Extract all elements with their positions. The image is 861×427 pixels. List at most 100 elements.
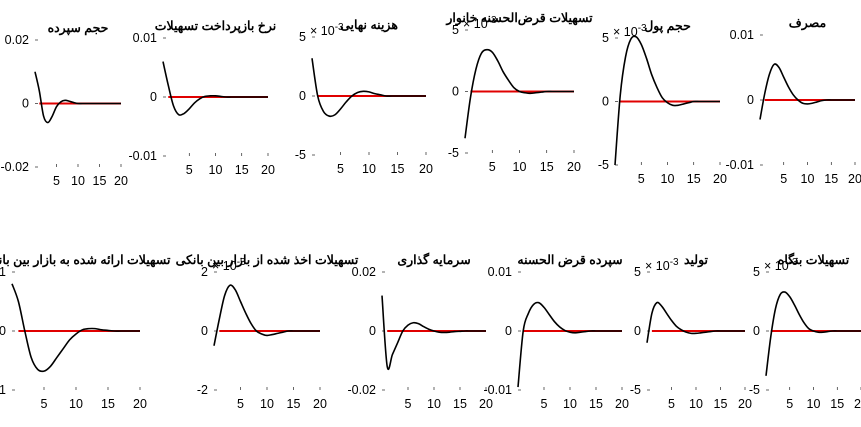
x-tick-label: 10 bbox=[661, 172, 675, 186]
multiplier-prefix: × bbox=[212, 259, 223, 273]
x-tick-label: 20 bbox=[479, 397, 493, 411]
x-tick-label: 10 bbox=[513, 160, 527, 174]
axis-multiplier: × 10-3 bbox=[212, 257, 246, 273]
y-tick-label: 0 bbox=[634, 324, 641, 338]
response-line bbox=[646, 301, 745, 343]
y-tick-label: 5 bbox=[452, 23, 459, 37]
y-tick-label: 0 bbox=[22, 97, 29, 111]
y-tick-label: 0 bbox=[201, 324, 208, 338]
x-tick-label: 5 bbox=[337, 162, 344, 176]
y-tick-label: -5 bbox=[749, 383, 760, 397]
subplot-10: سپرده قرض الحسنه -0.01 0 0.01 5 10 15 20 bbox=[484, 253, 629, 411]
x-tick-label: 10 bbox=[209, 163, 223, 177]
multiplier-base: 10 bbox=[223, 259, 237, 273]
subplot-title: تسهیلات بنگاه bbox=[778, 251, 850, 268]
x-tick-label: 15 bbox=[687, 172, 701, 186]
x-tick-label: 5 bbox=[638, 172, 645, 186]
axis-multiplier: × 10-3 bbox=[764, 257, 798, 273]
x-tick-label: 10 bbox=[563, 397, 577, 411]
response-line bbox=[464, 48, 574, 139]
subplot-title: سرمایه گذاری bbox=[397, 251, 471, 268]
axis-multiplier: × 10-3 bbox=[645, 257, 679, 273]
x-tick-label: 10 bbox=[69, 397, 83, 411]
x-tick-label: 10 bbox=[71, 174, 85, 188]
axis-multiplier: × 10-3 bbox=[310, 22, 344, 38]
y-tick-label: 5 bbox=[602, 31, 609, 45]
multiplier-base: 10 bbox=[656, 259, 670, 273]
y-tick-label: -0.02 bbox=[1, 160, 30, 174]
x-tick-label: 15 bbox=[453, 397, 467, 411]
response-line bbox=[11, 283, 140, 373]
x-tick-label: 5 bbox=[668, 397, 675, 411]
multiplier-exponent: -3 bbox=[670, 257, 679, 268]
response-line bbox=[311, 58, 426, 118]
y-tick-label: -5 bbox=[630, 383, 641, 397]
subplot-title: تولید bbox=[684, 253, 709, 268]
multiplier-exponent: -3 bbox=[237, 257, 246, 268]
x-tick-label: 15 bbox=[391, 162, 405, 176]
x-tick-label: 20 bbox=[567, 160, 581, 174]
response-line bbox=[34, 71, 121, 124]
subplot-8: تسهیلات اخذ شده از بازار بین بانکی× 10-3… bbox=[176, 253, 359, 411]
x-tick-label: 5 bbox=[541, 397, 548, 411]
y-tick-label: 0 bbox=[150, 90, 157, 104]
multiplier-base: 10 bbox=[321, 24, 335, 38]
x-tick-label: 5 bbox=[186, 163, 193, 177]
x-tick-label: 5 bbox=[405, 397, 412, 411]
y-tick-label: 0 bbox=[299, 89, 306, 103]
x-tick-label: 10 bbox=[801, 172, 815, 186]
x-tick-label: 10 bbox=[807, 397, 821, 411]
subplot-title: سپرده قرض الحسنه bbox=[517, 253, 623, 268]
subplot-title: تسهیلات قرض‌الحسنه خانوار bbox=[445, 11, 593, 26]
multiplier-prefix: × bbox=[310, 24, 321, 38]
response-line bbox=[162, 61, 268, 116]
subplot-title: نرخ بازپرداخت تسهیلات bbox=[155, 19, 277, 34]
response-line bbox=[381, 295, 486, 371]
x-tick-label: 20 bbox=[114, 174, 128, 188]
subplot-title: تسهیلات ارائه شده به بازار بین بانکی bbox=[0, 253, 171, 268]
multiplier-exponent: -3 bbox=[638, 23, 647, 34]
x-tick-label: 5 bbox=[237, 397, 244, 411]
y-tick-label: 0.02 bbox=[5, 33, 29, 47]
x-tick-label: 10 bbox=[362, 162, 376, 176]
y-tick-label: -0.01 bbox=[129, 149, 158, 163]
response-line bbox=[213, 284, 320, 346]
x-tick-label: 10 bbox=[260, 397, 274, 411]
x-tick-label: 20 bbox=[738, 397, 752, 411]
y-tick-label: -0.01 bbox=[726, 158, 755, 172]
x-tick-label: 20 bbox=[615, 397, 629, 411]
x-tick-label: 5 bbox=[41, 397, 48, 411]
y-tick-label: 0.01 bbox=[0, 265, 6, 279]
x-tick-label: 20 bbox=[713, 172, 727, 186]
x-tick-label: 10 bbox=[427, 397, 441, 411]
x-tick-label: 5 bbox=[53, 174, 60, 188]
response-line bbox=[614, 35, 720, 166]
x-tick-label: 20 bbox=[133, 397, 147, 411]
multiplier-prefix: × bbox=[645, 259, 656, 273]
subplot-title: تسهیلات اخذ شده از بازار بین بانکی bbox=[176, 253, 359, 268]
subplot-1: حجم سپرده -0.02 0 0.02 5 10 15 20 bbox=[1, 21, 128, 188]
y-tick-label: 0 bbox=[505, 324, 512, 338]
x-tick-label: 15 bbox=[824, 172, 838, 186]
x-tick-label: 15 bbox=[589, 397, 603, 411]
y-tick-label: 0 bbox=[753, 324, 760, 338]
y-tick-label: 0.02 bbox=[352, 265, 376, 279]
x-tick-label: 15 bbox=[101, 397, 115, 411]
x-tick-label: 20 bbox=[261, 163, 275, 177]
x-tick-label: 20 bbox=[854, 397, 861, 411]
multiplier-exponent: -3 bbox=[335, 22, 344, 33]
y-tick-label: -2 bbox=[197, 383, 208, 397]
y-tick-label: -5 bbox=[295, 148, 306, 162]
subplot-6: مصرف -0.01 0 0.01 5 10 15 20 bbox=[726, 16, 861, 186]
response-line bbox=[517, 301, 622, 388]
x-tick-label: 15 bbox=[235, 163, 249, 177]
axis-multiplier: × 10-3 bbox=[463, 15, 497, 31]
subplot-title: حجم پول bbox=[644, 19, 691, 34]
subplot-title: مصرف bbox=[789, 16, 827, 31]
y-tick-label: -5 bbox=[448, 146, 459, 160]
y-tick-label: 0.01 bbox=[730, 28, 754, 42]
